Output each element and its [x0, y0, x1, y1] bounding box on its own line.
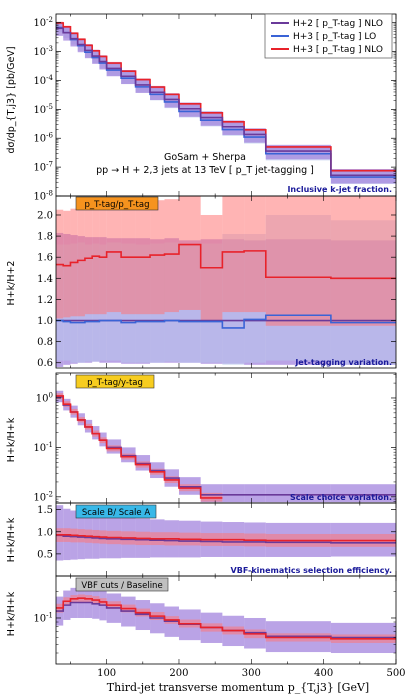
main-ytick-label-0: 10-8 — [33, 190, 53, 203]
ratio3-ytick-label-1: 1.0 — [37, 527, 53, 538]
ratio3-line-red — [56, 534, 396, 542]
main-ytick-label-5: 10-3 — [33, 45, 53, 58]
ratio4-band-purple — [56, 587, 396, 654]
main-purple-band-bin-14 — [222, 120, 245, 135]
main-purple-band-bin-13 — [200, 111, 223, 126]
ratio2-ytick-label-2: 100 — [36, 391, 53, 404]
ratio1-red-band-bin-17 — [330, 196, 396, 326]
ratio1-ytick-label-2: 1.0 — [37, 316, 53, 327]
main-purple-band-bin-16 — [265, 144, 331, 160]
xtick-label-3: 400 — [314, 668, 333, 679]
ratio1-ytick-label-7: 2.0 — [37, 210, 53, 221]
band-layer — [56, 21, 396, 654]
ratio1-red-band-bin-12 — [178, 196, 201, 310]
ratio1-red-band-bin-7 — [106, 198, 122, 313]
tag-ratio1: p_T-tag/p_T-tag — [75, 196, 159, 211]
xlabel: Third-jet transverse momentum p_{T,j3} [… — [107, 681, 369, 694]
line-layer — [56, 22, 396, 640]
ratio4-ytick-label-0: 10-1 — [33, 611, 53, 624]
xtick-label-4: 500 — [386, 668, 405, 679]
ratio1-red-band-bin-16 — [265, 196, 331, 326]
ratio2-purple-band-bin-14 — [222, 484, 245, 503]
ratio1-ytick-label-3: 1.2 — [37, 295, 53, 306]
ratio3-ytick-label-0: 0.5 — [37, 549, 53, 560]
main-purple-band-bin-1 — [63, 26, 71, 41]
frame-layer — [55, 13, 397, 665]
ratio2-line-red — [56, 395, 223, 499]
legend-label-h3-nlo: H+3 [ p_T-tag ] NLO — [293, 45, 383, 55]
ratio2-purple-band-bin-17 — [330, 484, 396, 503]
ylabel-ratio4: H+k/H+k — [6, 591, 17, 636]
main-ytick-label-1: 10-7 — [33, 161, 53, 174]
ratio1-frame — [55, 195, 397, 369]
note-vbf-efficiency: VBF-kinematics selection efficiency. — [231, 566, 392, 575]
ratio1-red-band-bin-10 — [150, 200, 165, 315]
ratio4-line-red — [56, 597, 396, 640]
ratio3-ytick-label-2: 1.5 — [37, 505, 53, 516]
ylabel-main: dσ/dp_{T,j3} [pb/GeV] — [6, 46, 17, 153]
ratio1-red-band-bin-11 — [164, 199, 179, 313]
main-purple-band-bin-12 — [178, 102, 201, 117]
ratio1-red-band-bin-1 — [63, 210, 71, 318]
ylabel-ratio3: H+k/H+k — [6, 517, 17, 562]
main-purple-band-bin-9 — [135, 78, 151, 93]
xtick-label-1: 200 — [169, 668, 188, 679]
main-purple-band-bin-8 — [121, 70, 136, 85]
main-purple-band-bin-4 — [84, 44, 93, 59]
tag-ratio2: p_T-tag/y-tag — [75, 374, 155, 389]
ratio1-ytick-label-1: 0.8 — [37, 337, 53, 348]
ratio2-frame — [55, 372, 397, 504]
ratio4-frame — [55, 575, 397, 665]
ratio1-line-blue — [56, 314, 396, 329]
main-line-purple — [56, 27, 396, 177]
inset-line-2: pp → H + 2,3 jets at 13 TeV [ p_T jet-ta… — [96, 165, 314, 176]
tag-ratio3-label: Scale B/ Scale A — [82, 508, 151, 518]
tag-ratio4: VBF cuts / Baseline — [75, 577, 169, 592]
legend: H+2 [ p_T-tag ] NLO H+3 [ p_T-tag ] LO H… — [264, 13, 393, 59]
ratio2-ytick-label-0: 10-2 — [33, 490, 53, 503]
ratio2-purple-band-bin-16 — [265, 484, 331, 503]
inset-line-1: GoSam + Sherpa — [164, 152, 246, 163]
ratio1-red-band-bin-8 — [121, 204, 136, 315]
tag-ratio1-label: p_T-tag/p_T-tag — [85, 200, 150, 210]
ratio1-red-band-bin-3 — [77, 206, 85, 317]
ratio1-red-band-bin-9 — [135, 204, 151, 315]
ratio1-band-red — [56, 196, 396, 326]
ratio1-ytick-label-4: 1.4 — [37, 274, 53, 285]
ratio1-line-red — [56, 243, 396, 280]
main-purple-band-bin-17 — [330, 169, 396, 184]
note-scale-choice: Scale choice variation. — [290, 493, 392, 502]
ratio1-ytick-label-5: 1.6 — [37, 253, 53, 264]
ratio1-red-band-bin-4 — [84, 204, 93, 315]
ratio2-ytick-label-1: 10-1 — [33, 441, 53, 454]
ylabel-ratio2: H+k/H+k — [6, 417, 17, 462]
ratio1-ytick-label-6: 1.8 — [37, 232, 53, 243]
ratio2-band-red — [56, 393, 223, 502]
xtick-label-0: 100 — [97, 668, 116, 679]
main-ytick-label-6: 10-2 — [33, 16, 53, 29]
tag-ratio2-label: p_T-tag/y-tag — [87, 378, 143, 388]
note-jet-tagging: Jet-tagging variation. — [294, 358, 392, 367]
ratio1-red-band-bin-6 — [99, 203, 107, 315]
ratio1-red-band-bin-5 — [92, 202, 100, 315]
xtick-label-2: 300 — [242, 668, 261, 679]
note-inclusive-fraction: Inclusive k-jet fraction. — [287, 185, 392, 194]
main-purple-band-bin-15 — [244, 128, 266, 143]
ratio2-purple-band-bin-15 — [244, 484, 266, 503]
tag-ratio4-label: VBF cuts / Baseline — [81, 581, 162, 591]
ratio3-line-purple — [56, 534, 396, 544]
main-ytick-label-2: 10-6 — [33, 132, 53, 145]
ratio1-ytick-label-0: 0.6 — [37, 358, 53, 369]
ratio1-red-band-bin-15 — [244, 196, 266, 313]
ylabel-ratio1: H+k/H+2 — [6, 261, 17, 306]
legend-label-h3-lo: H+3 [ p_T-tag ] LO — [293, 32, 376, 42]
tag-ratio3: Scale B/ Scale A — [75, 504, 157, 519]
legend-label-h2-nlo: H+2 [ p_T-tag ] NLO — [293, 19, 383, 29]
main-ytick-label-4: 10-4 — [33, 74, 53, 87]
main-purple-band-bin-11 — [164, 93, 179, 108]
main-ytick-label-3: 10-5 — [33, 103, 53, 116]
ratio1-red-band-bin-14 — [222, 196, 245, 313]
